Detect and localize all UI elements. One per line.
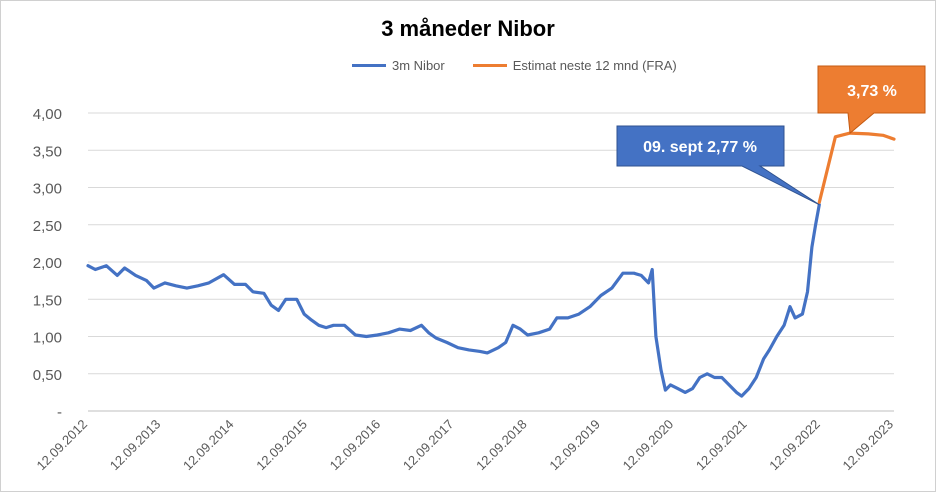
x-tick-label: 12.09.2016 [327,417,384,474]
legend-swatch-fra [472,64,507,67]
legend-swatch-nibor [352,64,386,67]
x-tick-label: 12.09.2018 [473,417,530,474]
y-tick-label: 3,00 [33,181,62,198]
series-line-fra [817,131,896,204]
y-tick-label: 1,50 [33,292,62,309]
chart-legend: 3m Nibor Estimat neste 12 mnd (FRA) [352,58,705,73]
callout-box-fra [817,65,926,135]
x-tick-label: 12.09.2015 [253,417,310,474]
y-tick-label: 3,50 [33,143,62,160]
x-tick-label: 12.09.2017 [400,417,457,474]
callout-box-nibor [616,125,820,206]
y-tick-label: 0,50 [33,367,62,384]
series-line-nibor [86,203,821,398]
x-tick-label: 12.09.2013 [107,417,164,474]
x-tick-label: 12.09.2019 [546,417,603,474]
callout-label-fra: 3,73 % [847,83,897,100]
legend-entry-nibor: 3m Nibor [352,58,445,73]
x-tick-label: 12.09.2020 [620,417,677,474]
chart-title: 3 måneder Nibor [381,16,555,41]
y-tick-label: 2,00 [33,255,62,272]
x-tick-label: 12.09.2021 [693,417,750,474]
x-tick-label: 12.09.2022 [766,417,823,474]
legend-label-fra: Estimat neste 12 mnd (FRA) [512,58,677,73]
x-tick-label: 12.09.2023 [839,417,896,474]
x-tick-label: 12.09.2012 [33,417,90,474]
y-tick-label: 1,00 [33,330,62,347]
legend-entry-fra: Estimat neste 12 mnd (FRA) [472,58,677,73]
legend-label-nibor: 3m Nibor [392,58,445,73]
callout-label-nibor: 09. sept 2,77 % [643,139,757,156]
y-tick-label: 2,50 [33,218,62,235]
y-tick-label: 4,00 [33,106,62,123]
y-tick-label: - [57,404,62,421]
x-tick-label: 12.09.2014 [180,417,237,474]
